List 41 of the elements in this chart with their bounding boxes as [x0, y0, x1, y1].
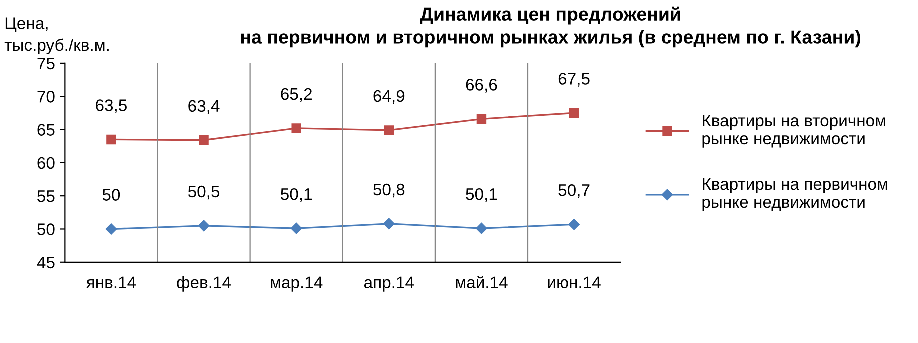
point: [199, 136, 209, 146]
data-label: 66,6: [466, 79, 498, 93]
data-label: 50,7: [558, 184, 590, 198]
x-tick-label: мар.14: [271, 276, 323, 292]
data-label: 67,5: [558, 73, 590, 87]
y-tick-label: 75: [38, 58, 55, 70]
point: [476, 114, 487, 124]
point: [384, 126, 394, 136]
y-tick-label: 50: [38, 224, 55, 236]
data-label: 65,2: [281, 88, 312, 102]
x-tick-label: июн.14: [548, 276, 601, 289]
point: [198, 220, 210, 232]
x-tick-label: май.14: [456, 276, 508, 289]
data-label: 50,1: [281, 188, 312, 202]
x-tick-label: янв.14: [86, 276, 136, 288]
legend-label: Квартиры на вторичном рынке недвижимости: [702, 115, 886, 148]
point: [106, 224, 118, 235]
point: [292, 124, 302, 134]
point: [290, 222, 302, 234]
y-axis-title: Цена, тыс.руб./кв.м.: [4, 18, 109, 54]
x-tick-label: апр.14: [364, 276, 414, 292]
legend-label: Квартиры на первичном рынке недвижимости: [702, 178, 888, 212]
data-label: 50,1: [466, 188, 498, 202]
data-label: 50,8: [374, 184, 405, 198]
data-label: 50: [102, 189, 120, 201]
point: [569, 108, 580, 118]
y-tick-label: 65: [38, 124, 55, 136]
y-tick-label: 70: [38, 91, 55, 103]
point: [106, 134, 116, 145]
point: [568, 218, 580, 230]
y-tick-label: 60: [38, 157, 55, 170]
chart-title: Динамика цен предложений на первичном и вторичном рынках жилья (в среднем по г. Казани): [242, 6, 860, 48]
y-tick-label: 45: [37, 256, 55, 269]
point: [384, 218, 395, 230]
point: [476, 222, 488, 234]
data-label: 64,9: [374, 90, 405, 104]
data-label: 63,4: [188, 100, 220, 114]
data-label: 50,5: [188, 186, 220, 200]
x-tick-label: фев.14: [177, 276, 232, 292]
data-label: 63,5: [96, 100, 127, 114]
y-tick-label: 55: [38, 190, 55, 202]
